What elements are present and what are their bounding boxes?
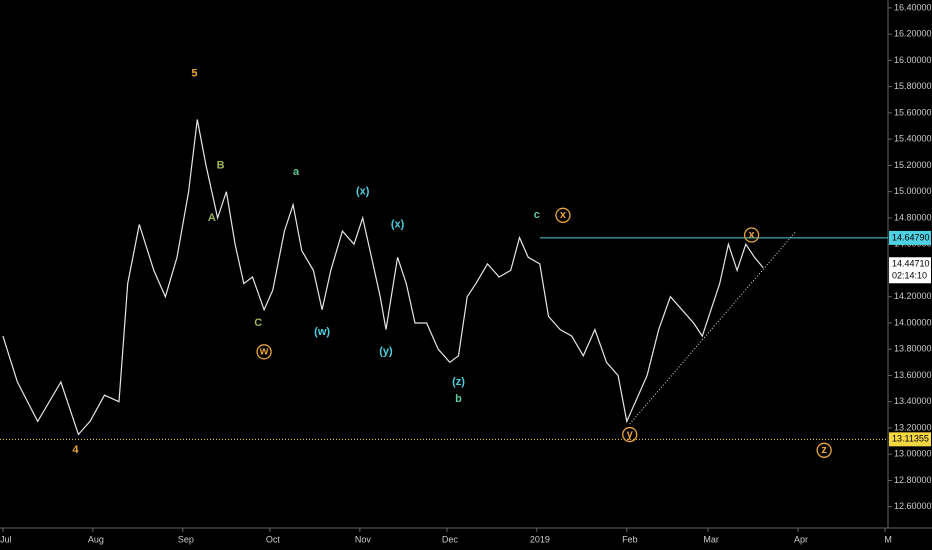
wave-label: a	[293, 166, 300, 178]
wave-label: 4	[72, 444, 79, 456]
countdown-label: 02:14:10	[892, 271, 927, 281]
wave-circle	[622, 426, 638, 443]
y-tick-label: 13.60000	[894, 370, 932, 380]
y-tick-label: 15.00000	[894, 186, 932, 196]
wave-label: A	[208, 212, 216, 224]
x-tick-label: M	[884, 534, 892, 544]
last-price-box	[889, 257, 931, 284]
level-label: 14.64790	[892, 232, 930, 242]
x-tick-label: Jul	[0, 534, 12, 544]
wave-label: (z)	[452, 376, 465, 388]
y-tick-label: 15.60000	[894, 107, 932, 117]
x-tick-label: Nov	[355, 534, 372, 544]
wave-label: w	[259, 346, 269, 358]
wave-circle	[555, 207, 571, 223]
price-line	[2, 119, 764, 436]
x-tick-label: Apr	[794, 534, 808, 544]
x-tick-label: Aug	[88, 534, 104, 544]
y-tick-label: 12.80000	[894, 475, 932, 485]
y-tick-label: 16.20000	[894, 29, 932, 39]
level-box	[889, 230, 931, 245]
wave-label: (x)	[391, 218, 405, 230]
wave-label: C	[254, 317, 262, 329]
trendline	[629, 232, 796, 425]
x-tick-label: Sep	[178, 534, 194, 544]
y-tick-label: 12.60000	[894, 501, 932, 511]
wave-label: z	[821, 444, 827, 456]
y-tick-label: 16.40000	[894, 2, 932, 12]
wave-circle	[743, 227, 760, 243]
wave-label: (w)	[314, 326, 330, 338]
wave-label: (y)	[379, 346, 393, 358]
wave-circle	[256, 344, 272, 360]
level-box	[889, 432, 931, 447]
y-tick-label: 16.00000	[894, 55, 932, 65]
wave-label: y	[627, 428, 634, 440]
wave-label: B	[217, 159, 225, 171]
level-label: 13.11355	[892, 434, 929, 444]
wave-label: b	[455, 393, 462, 405]
y-tick-label: 15.20000	[894, 160, 932, 170]
y-tick-label: 13.20000	[894, 422, 932, 432]
x-tick-label: 2019	[530, 534, 550, 544]
wave-label: c	[534, 209, 540, 221]
x-tick-label: Oct	[266, 534, 281, 544]
wave-label: (x)	[356, 186, 370, 198]
x-tick-label: Feb	[622, 534, 638, 544]
wave-label: x	[560, 209, 567, 221]
y-tick-label: 14.80000	[894, 212, 932, 222]
y-tick-label: 14.20000	[894, 291, 932, 301]
x-tick-label: Dec	[442, 534, 459, 544]
x-tick-label: Mar	[703, 534, 719, 544]
last-price-label: 14.44710	[892, 259, 930, 269]
y-tick-label: 15.80000	[894, 81, 932, 91]
wave-circle	[816, 442, 832, 458]
y-tick-label: 15.40000	[894, 134, 932, 144]
wave-label: x	[749, 229, 756, 241]
y-tick-label: 13.40000	[894, 396, 932, 406]
y-tick-label: 13.00000	[894, 449, 932, 459]
y-tick-label: 14.00000	[894, 317, 932, 327]
y-tick-label: 13.80000	[894, 344, 932, 354]
wave-label: 5	[191, 67, 197, 79]
